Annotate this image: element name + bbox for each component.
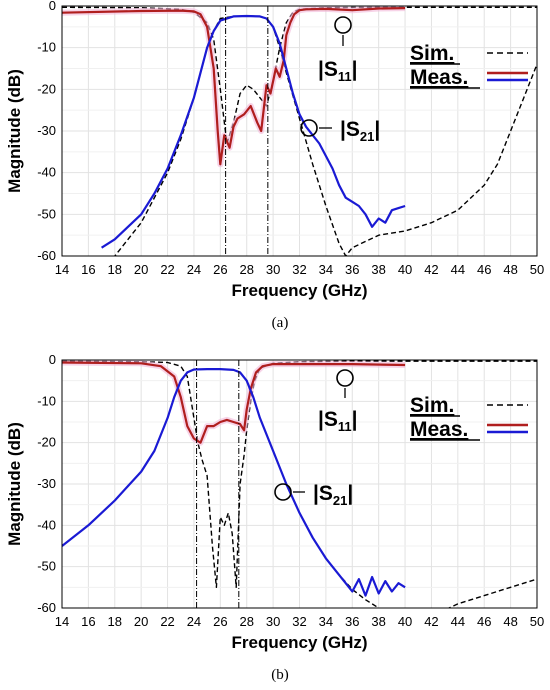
annotation-label-s21: |S21| — [340, 118, 380, 144]
x-tick-label: 36 — [345, 262, 359, 277]
x-tick-label: 44 — [451, 262, 465, 277]
series-line-s11-meas- — [62, 7, 406, 166]
x-tick-label: 38 — [371, 262, 385, 277]
legend-label: Sim. — [410, 42, 454, 65]
x-tick-label: 46 — [477, 262, 491, 277]
x-tick-label: 46 — [477, 614, 491, 629]
series-group — [62, 360, 537, 608]
annotation-circle — [274, 483, 292, 501]
series-group — [62, 6, 537, 256]
y-axis-label: Magnitude (dB) — [5, 422, 24, 546]
y-tick-label: -30 — [37, 476, 56, 491]
annotation-suffix: | — [352, 408, 358, 431]
panel-caption: (b) — [271, 667, 289, 683]
y-tick-label: 0 — [49, 0, 56, 13]
x-tick-label: 26 — [213, 262, 227, 277]
annotation-circle — [336, 369, 354, 387]
x-tick-label: 18 — [108, 614, 122, 629]
y-tick-label: 0 — [49, 352, 56, 367]
chart-panel-b: 14 16 18 20 22 24 26 28 30 32 34 36 38 40 42 44 46 48 50 0 -… — [5, 352, 544, 683]
x-tick-label: 22 — [160, 262, 174, 277]
y-tick-label: -40 — [37, 517, 56, 532]
x-tick-label: 20 — [134, 614, 148, 629]
y-tick-label: -10 — [37, 393, 56, 408]
chart-panel-a: 14 16 18 20 22 24 26 28 30 32 34 36 38 40 42 44 46 48 50 0 -… — [5, 0, 544, 331]
y-tick-label: -60 — [37, 248, 56, 263]
x-tick-label: 40 — [398, 262, 412, 277]
x-tick-label: 42 — [424, 262, 438, 277]
y-tick-label: -50 — [37, 206, 56, 221]
annotation-suffix: | — [352, 58, 358, 81]
x-tick-label: 36 — [345, 614, 359, 629]
x-tick-label: 14 — [55, 614, 69, 629]
x-tick-label: 16 — [81, 262, 95, 277]
legend-label: Meas. — [410, 418, 468, 441]
annotation-circle — [334, 16, 352, 34]
y-tick-label: -20 — [37, 435, 56, 450]
x-tick-label: 34 — [319, 262, 333, 277]
panel-caption: (a) — [272, 315, 289, 331]
annotation-text: |S — [340, 118, 360, 141]
annotation-text: |S — [318, 58, 338, 81]
annotation-suffix: | — [347, 482, 353, 505]
y-axis-label: Magnitude (dB) — [5, 69, 24, 193]
x-tick-label: 26 — [213, 614, 227, 629]
x-tick-label: 24 — [187, 262, 201, 277]
x-tick-label: 42 — [424, 614, 438, 629]
annotation-subscript: 21 — [333, 493, 347, 508]
series-line-s21-meas- — [101, 14, 406, 249]
series-line-s11-meas- — [62, 361, 406, 444]
annotation-subscript: 11 — [338, 69, 352, 84]
x-tick-label: 50 — [530, 262, 544, 277]
x-tick-label: 14 — [55, 262, 69, 277]
legend-label: Sim. — [410, 394, 454, 417]
x-tick-label: 38 — [371, 614, 385, 629]
x-tick-label: 16 — [81, 614, 95, 629]
x-tick-label: 50 — [530, 614, 544, 629]
axes-frame — [61, 359, 538, 609]
y-tick-label: -30 — [37, 123, 56, 138]
y-tick-label: -40 — [37, 165, 56, 180]
axes-frame — [61, 5, 538, 257]
x-tick-label: 28 — [239, 614, 253, 629]
x-tick-label: 40 — [398, 614, 412, 629]
y-tick-label: -50 — [37, 559, 56, 574]
x-axis-label: Frequency (GHz) — [231, 633, 367, 652]
annotation-circle — [300, 119, 318, 137]
legend: Sim.Meas. — [410, 394, 528, 441]
x-tick-label: 32 — [292, 614, 306, 629]
y-tick-label: -60 — [37, 600, 56, 615]
x-axis-label: Frequency (GHz) — [231, 281, 367, 300]
x-tick-label: 32 — [292, 262, 306, 277]
x-tick-label: 20 — [134, 262, 148, 277]
annotation-suffix: | — [374, 118, 380, 141]
x-tick-label: 48 — [503, 614, 517, 629]
x-tick-label: 22 — [160, 614, 174, 629]
annotation-text: |S — [318, 408, 338, 431]
x-tick-label: 30 — [266, 614, 280, 629]
x-tick-label: 28 — [239, 262, 253, 277]
x-tick-label: 24 — [187, 614, 201, 629]
x-tick-label: 34 — [319, 614, 333, 629]
annotation-label-s21: |S21| — [313, 482, 353, 508]
x-tick-label: 44 — [451, 614, 465, 629]
annotation-label-s11: |S11| — [318, 408, 358, 434]
y-tick-label: -10 — [37, 40, 56, 55]
annotation-text: |S — [313, 482, 333, 505]
x-tick-label: 48 — [503, 262, 517, 277]
series-line-s11-sim- — [62, 360, 537, 588]
series-line-s21-meas- — [62, 368, 406, 597]
annotation-subscript: 21 — [360, 129, 374, 144]
y-tick-label: -20 — [37, 81, 56, 96]
legend-label: Meas. — [410, 66, 468, 89]
annotation-label-s11: |S11| — [318, 58, 358, 84]
x-tick-label: 18 — [108, 262, 122, 277]
annotation-subscript: 11 — [338, 419, 352, 434]
x-tick-label: 30 — [266, 262, 280, 277]
legend: Sim.Meas. — [410, 42, 528, 89]
